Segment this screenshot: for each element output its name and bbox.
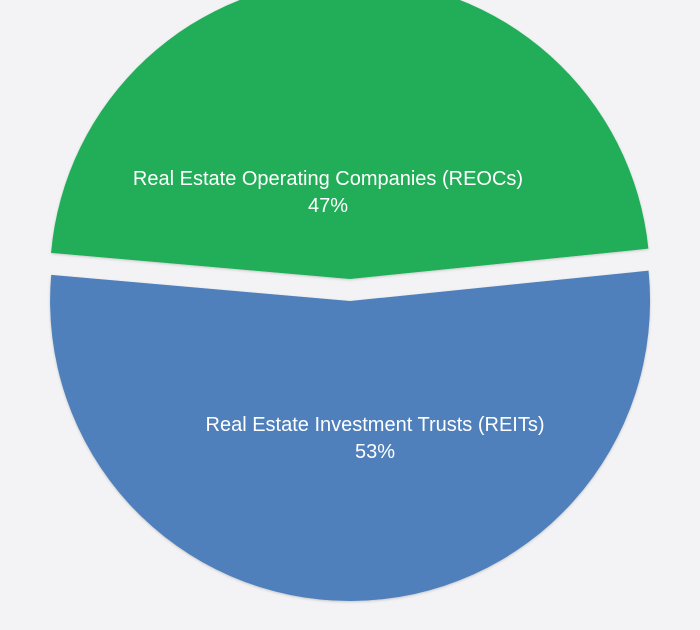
- pie-slice-reits: [50, 270, 651, 601]
- slice-value-reits: 53%: [355, 441, 395, 463]
- slice-label-reits: Real Estate Investment Trusts (REITs): [206, 414, 545, 436]
- slice-value-reocs: 47%: [308, 195, 348, 217]
- pie-slice-reocs: [51, 0, 649, 279]
- labels-layer: Real Estate Operating Companies (REOCs) 4…: [133, 168, 545, 463]
- slice-label-reocs: Real Estate Operating Companies (REOCs): [133, 168, 523, 190]
- slices-layer: [50, 0, 651, 601]
